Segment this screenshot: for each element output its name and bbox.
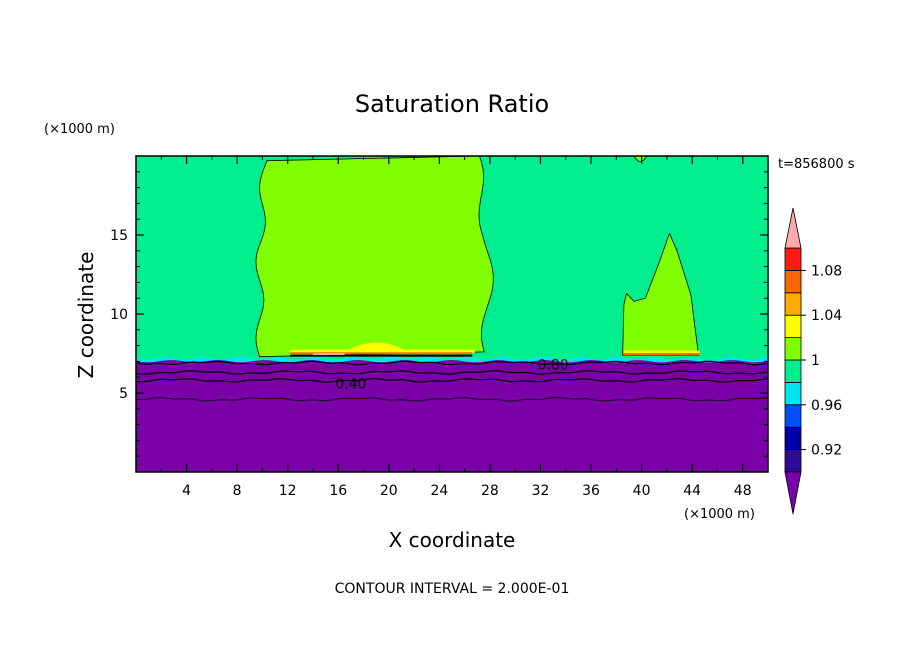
pink-band-left: [312, 353, 345, 356]
x-tick-label: 4: [182, 483, 191, 499]
x-axis-label: X coordinate: [389, 528, 516, 552]
contour-line: [136, 397, 768, 402]
colorbar-tick-label: 0.96: [811, 398, 842, 414]
contour-line: [136, 377, 768, 383]
colorbar-tick-label: 1.08: [811, 263, 842, 279]
x-unit-label: (×1000 m): [684, 507, 755, 522]
dry-region: [136, 360, 768, 472]
colorbar-bin: [784, 269, 802, 294]
colorbar-bin: [784, 247, 802, 271]
colorbar-bin: [784, 292, 802, 316]
contour-label: 0.80: [538, 358, 569, 374]
x-tick-label: 24: [430, 483, 448, 499]
chart-title: Saturation Ratio: [355, 90, 549, 118]
x-tick-label: 44: [683, 483, 701, 499]
colorbar-bin: [784, 359, 802, 383]
x-tick-label: 28: [481, 483, 499, 499]
colorbar-bin: [784, 449, 802, 473]
colorbar-over-arrow: [784, 207, 802, 249]
x-axis-ticks: 4 8 12 16 20 24 28 32 36 40 44 48: [160, 156, 752, 499]
y-tick-label: 5: [119, 386, 128, 402]
colorbar-bin: [784, 426, 802, 451]
plume-right: [622, 232, 699, 356]
colorbar-tick-label: 0.92: [811, 443, 842, 459]
colorbar-bin: [784, 381, 802, 406]
contour-label: 0.40: [335, 377, 366, 393]
colorbar: 0.92 0.96 1 1.04 1.08: [784, 207, 842, 515]
plume-left: [255, 156, 494, 359]
y-axis-label: Z coordinate: [74, 252, 98, 379]
colorbar-under-arrow: [784, 471, 802, 515]
x-tick-label: 40: [633, 483, 651, 499]
colorbar-tick-label: 1: [811, 353, 820, 369]
x-tick-label: 20: [380, 483, 398, 499]
y-unit-label: (×1000 m): [44, 122, 115, 137]
contour-line: [136, 360, 768, 366]
x-tick-label: 36: [582, 483, 600, 499]
x-tick-label: 32: [532, 483, 550, 499]
yellow-band-right: [623, 350, 700, 354]
contour-interval-note: CONTOUR INTERVAL = 2.000E-01: [335, 581, 570, 597]
x-tick-label: 48: [734, 483, 752, 499]
y-axis-ticks: 5 10 15: [110, 171, 768, 457]
colorbar-tick-label: 1.04: [811, 308, 842, 324]
contour-labels: 0.40 0.80: [335, 358, 568, 393]
colorbar-bin: [784, 404, 802, 428]
orange-band-left: [290, 352, 473, 355]
orange-band-right: [623, 353, 700, 356]
contour-line: [136, 370, 768, 375]
contour-plot: [135, 155, 769, 473]
black-band-left: [290, 354, 473, 357]
colorbar-bin: [784, 337, 802, 361]
colorbar-bin: [784, 314, 802, 339]
y-tick-label: 15: [110, 228, 128, 244]
x-tick-label: 12: [279, 483, 297, 499]
yellow-bulge: [344, 342, 408, 352]
y-tick-label: 10: [110, 307, 128, 323]
time-label: t=856800 s: [778, 157, 855, 172]
x-tick-label: 8: [233, 483, 242, 499]
x-tick-label: 16: [329, 483, 347, 499]
